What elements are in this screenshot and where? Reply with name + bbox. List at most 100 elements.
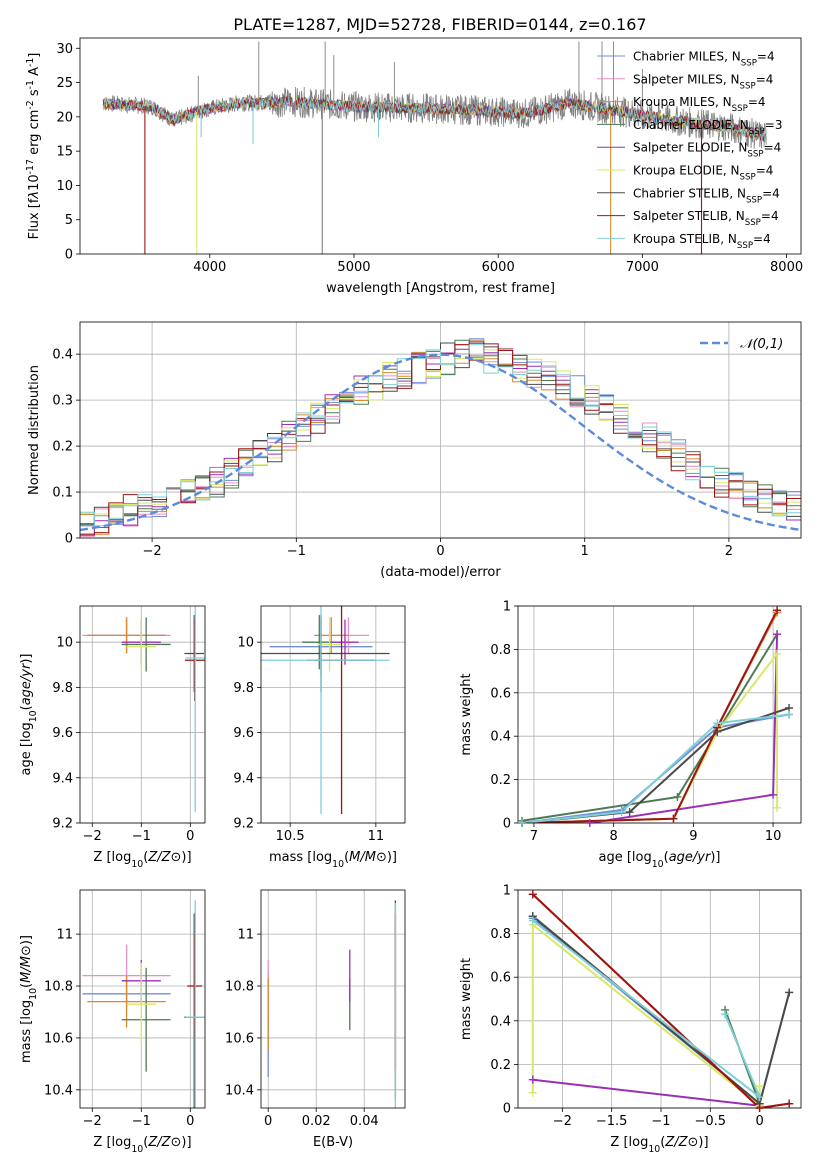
spectrum-ytick-label: 30	[56, 42, 73, 57]
legend-label: Chabrier MILES, NSSP​=4	[633, 50, 775, 69]
mass-vs-EBV-border	[260, 889, 406, 1109]
weight-vs-Z-xtick-label: −2	[553, 1114, 572, 1129]
mass-weight-line	[521, 652, 779, 823]
weight-vs-Z-axes	[518, 889, 801, 1109]
weight-vs-Z-ytick-label: 1	[503, 884, 511, 899]
mass-vs-Z-ytick-label: 10.6	[44, 1031, 73, 1046]
mass-weight-marker	[773, 630, 782, 639]
weight-vs-age-ytick-label: 1	[503, 600, 511, 615]
weight-vs-age-xlabel: age [log10​(age/yr)]	[598, 850, 720, 870]
age-vs-mass-ytick-label: 9.8	[233, 681, 254, 696]
residuals-plot-area	[80, 338, 801, 538]
age-vs-Z-xlabel: Z [log10​(Z/Z⊙)]	[93, 850, 191, 870]
mass-vs-Z-ytick-label: 10.4	[44, 1083, 73, 1098]
weight-vs-Z-xtick-label: −1.5	[596, 1114, 628, 1129]
spectrum-xtick-label: 7000	[626, 260, 659, 275]
mass-vs-Z-ylabel: mass [log10​(M/M⊙)]	[19, 935, 39, 1063]
mass-vs-EBV-plot-area	[267, 900, 397, 1108]
mass-weight-marker	[755, 1082, 764, 1091]
weight-vs-Z-xtick-label: −0.5	[694, 1114, 726, 1129]
mass-vs-Z-xtick-label: −2	[83, 1114, 102, 1129]
spectrum-ytick-label: 20	[56, 110, 73, 125]
residuals-ytick-label: 0.4	[52, 348, 73, 363]
residuals-ytick-label: 0	[65, 532, 73, 547]
mass-weight-marker	[528, 1075, 537, 1084]
mass-vs-EBV-xtick-label: 0	[264, 1114, 272, 1129]
observed-spectrum-line	[102, 86, 767, 149]
mass-weight-marker	[669, 814, 678, 823]
mass-weight-marker	[617, 808, 626, 817]
weight-vs-Z-ylabel: mass weight	[459, 958, 474, 1040]
mass-weight-marker	[625, 808, 634, 817]
mass-vs-Z-axes	[80, 890, 205, 1108]
weight-vs-Z-xlabel: Z [log10​(Z/Z⊙)]	[610, 1135, 708, 1155]
age-vs-Z-ytick-label: 9.8	[52, 681, 73, 696]
legend-label: Kroupa MILES, NSSP​=4	[633, 95, 766, 114]
mass-vs-EBV-xtick-label: 0.04	[350, 1114, 379, 1129]
weight-vs-age-ytick-label: 0.2	[490, 773, 511, 788]
spectrum-axes	[102, 41, 767, 254]
weight-vs-Z-border	[517, 889, 802, 1109]
weight-vs-age-frame: 7 8 9 10 0 0.2 0.4 0.6 0.8 1 age [log10​(age/yr)] m…	[459, 600, 802, 870]
page-title: PLATE=1287, MJD=52728, FIBERID=0144, z=0…	[233, 15, 646, 34]
mass-weight-line	[521, 612, 778, 823]
residuals-xtick-label: 2	[725, 544, 733, 559]
weight-vs-age-xtick-label: 10	[765, 829, 782, 844]
mass-vs-EBV-xlabel: E(B-V)	[313, 1135, 353, 1150]
residuals-xtick-label: −1	[287, 544, 306, 559]
mass-weight-marker	[785, 710, 794, 719]
age-vs-mass-axes	[261, 606, 405, 824]
age-vs-Z-ytick-label: 9.4	[52, 771, 73, 786]
mass-weight-marker	[528, 1088, 537, 1097]
age-vs-mass-ytick-label: 9.6	[233, 726, 254, 741]
legend-label: Kroupa ELODIE, NSSP​=4	[633, 164, 773, 183]
spectrum-xtick-label: 8000	[770, 260, 803, 275]
mass-weight-line	[521, 609, 778, 823]
residuals-xtick-label: 0	[436, 544, 444, 559]
weight-vs-Z-ytick-label: 0	[503, 1102, 511, 1117]
residuals-ytick-label: 0.3	[52, 394, 73, 409]
residuals-axes	[80, 322, 801, 539]
spectrum-frame: 4000 5000 6000 7000 8000 0 5 10 15 20 25 30 waveleng…	[25, 37, 803, 296]
spectrum-xtick-label: 4000	[193, 260, 226, 275]
mass-weight-line	[532, 1078, 760, 1107]
weight-vs-age-ytick-label: 0.4	[490, 730, 511, 745]
age-vs-mass-xtick-label: 10.5	[276, 829, 305, 844]
age-vs-mass-ytick-label: 9.4	[233, 771, 254, 786]
age-vs-Z-plot-area	[82, 606, 205, 812]
mass-weight-marker	[673, 792, 682, 801]
spectrum-ylabel: Flux [fλ10-17​ erg cm-2​ s-1​ A-1​]	[25, 53, 43, 240]
weight-vs-age-plot-area	[521, 609, 790, 823]
mass-vs-Z-xtick-label: 0	[186, 1114, 194, 1129]
residuals-xtick-label: 1	[581, 544, 589, 559]
spectrum-border	[79, 37, 802, 255]
mass-weight-marker	[585, 819, 594, 827]
residuals-xlabel: (data-model)/error	[380, 565, 501, 580]
residuals-xtick-label: −2	[143, 544, 162, 559]
age-vs-mass-ytick-label: 10	[237, 636, 254, 651]
weight-vs-age-xtick-label: 9	[689, 829, 697, 844]
weight-vs-age-border	[517, 605, 802, 824]
spectrum-legend: Chabrier MILES, NSSP​=4 Salpeter MILES, N…	[597, 50, 782, 251]
mass-weight-marker	[773, 606, 782, 615]
weight-vs-Z-ytick-label: 0.2	[490, 1058, 511, 1073]
age-vs-mass-xtick-label: 11	[368, 829, 385, 844]
residuals-frame: −2 −1 0 1 2 0 0.1 0.2 0.3 0.4 (data-model)/error No…	[27, 321, 802, 580]
weight-vs-age-xtick-label: 8	[610, 829, 618, 844]
mass-vs-Z-frame: −2 −1 0 10.4 10.6 10.8 11 Z [log10​(Z/Z⊙)] mass …	[19, 889, 206, 1155]
mass-vs-Z-xlabel: Z [log10​(Z/Z⊙)]	[93, 1135, 191, 1155]
residuals-ytick-label: 0.2	[52, 440, 73, 455]
spectrum-ytick-label: 10	[56, 179, 73, 194]
mass-vs-EBV-ytick-label: 10.8	[225, 980, 254, 995]
spectrum-xtick-label: 6000	[482, 260, 515, 275]
spectrum-ytick-label: 15	[56, 145, 73, 160]
legend-label: Chabrier STELIB, NSSP​=4	[633, 186, 780, 205]
age-vs-Z-xtick-label: −1	[132, 829, 151, 844]
legend-label: Salpeter STELIB, NSSP​=4	[633, 209, 779, 228]
age-vs-mass-border	[260, 605, 406, 824]
residuals-ytick-label: 0.1	[52, 486, 73, 501]
mass-vs-EBV-ytick-label: 10.4	[225, 1083, 254, 1098]
weight-vs-age-ylabel: mass weight	[459, 673, 474, 755]
